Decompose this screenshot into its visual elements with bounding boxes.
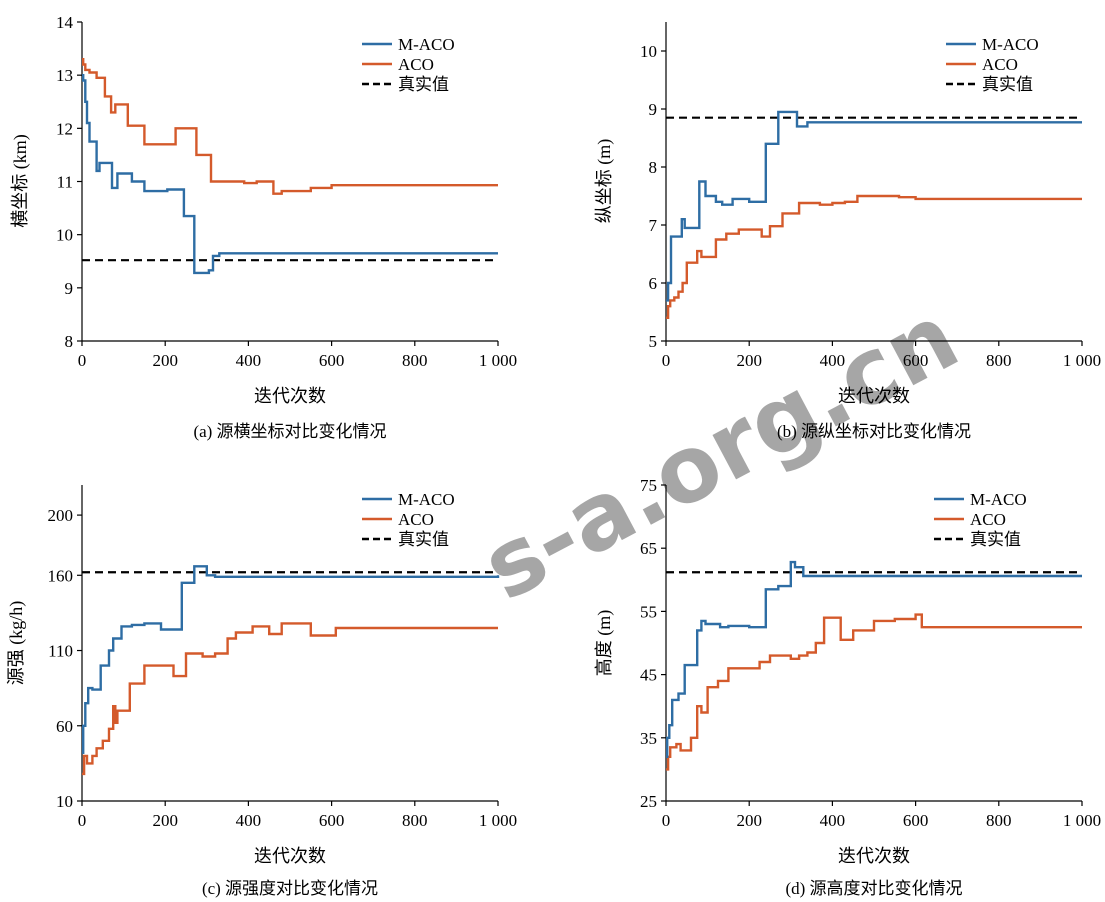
x-tick-label: 200 xyxy=(736,351,762,370)
x-tick-label: 1 000 xyxy=(479,811,517,830)
y-tick-label: 6 xyxy=(649,274,658,293)
panel-a-x-coordinate: 8 9 10 11 12 13 14 0 200 400 600 800 1 000 迭代次数 横坐标 (k… xyxy=(10,13,517,441)
y-tick-label: 200 xyxy=(48,506,74,525)
x-tick-label: 600 xyxy=(319,351,345,370)
x-tick-label: 1 000 xyxy=(479,351,517,370)
series-line-aco xyxy=(666,613,1082,771)
watermark-text: s-a.org.cn xyxy=(466,283,975,621)
y-axis-label: 纵坐标 (m) xyxy=(594,139,615,224)
x-tick-label: 0 xyxy=(78,811,87,830)
y-tick-label: 10 xyxy=(640,42,657,61)
x-tick-label: 200 xyxy=(152,351,178,370)
x-axis-label: 迭代次数 xyxy=(254,386,326,406)
x-tick-label: 1 000 xyxy=(1063,351,1101,370)
legend-label-true: 真实值 xyxy=(398,530,449,549)
panel-c-source-strength: 10 60 110 160 200 0 200 400 600 800 1 000 迭代次数 源强 (k… xyxy=(6,485,517,898)
x-tick-label: 600 xyxy=(903,811,929,830)
legend-label-true: 真实值 xyxy=(398,75,449,94)
chart-caption: (b) 源纵坐标对比变化情况 xyxy=(777,422,971,441)
legend-label-aco: ACO xyxy=(970,510,1006,529)
panel-b-y-coordinate: 5 6 7 8 9 10 0 200 400 600 800 1 000 迭代次数 纵坐标 (m) (b) … xyxy=(594,22,1101,441)
y-tick-label: 9 xyxy=(649,100,658,119)
x-tick-label: 0 xyxy=(78,351,87,370)
chart-caption: (a) 源横坐标对比变化情况 xyxy=(193,422,386,441)
y-tick-label: 8 xyxy=(65,332,74,351)
x-tick-label: 600 xyxy=(319,811,345,830)
y-tick-label: 45 xyxy=(640,666,657,685)
y-axis-label: 横坐标 (km) xyxy=(10,134,31,228)
y-tick-label: 12 xyxy=(56,119,73,138)
x-tick-label: 800 xyxy=(986,811,1012,830)
y-axis-label: 源强 (kg/h) xyxy=(6,601,27,686)
y-tick-label: 65 xyxy=(640,539,657,558)
x-tick-label: 400 xyxy=(820,811,846,830)
x-tick-label: 200 xyxy=(736,811,762,830)
legend-label-true: 真实值 xyxy=(970,530,1021,549)
y-tick-label: 160 xyxy=(48,566,74,585)
x-tick-label: 1 000 xyxy=(1063,811,1101,830)
watermark: s-a.org.cn xyxy=(466,283,975,621)
x-tick-label: 400 xyxy=(820,351,846,370)
x-tick-label: 800 xyxy=(402,811,428,830)
series-line-aco xyxy=(82,58,498,195)
y-tick-label: 55 xyxy=(640,602,657,621)
legend-label-maco: M-ACO xyxy=(970,490,1027,509)
legend-label-aco: ACO xyxy=(982,55,1018,74)
x-axis-label: 迭代次数 xyxy=(838,846,910,866)
y-tick-label: 9 xyxy=(65,279,74,298)
x-tick-label: 800 xyxy=(986,351,1012,370)
y-tick-label: 10 xyxy=(56,792,73,811)
x-axis-label: 迭代次数 xyxy=(254,846,326,866)
y-tick-label: 110 xyxy=(48,642,73,661)
series-line-m-aco xyxy=(666,560,1082,758)
legend-label-maco: M-ACO xyxy=(398,490,455,509)
x-tick-label: 400 xyxy=(236,811,262,830)
y-tick-label: 14 xyxy=(56,13,74,32)
y-axis-label: 高度 (m) xyxy=(594,610,615,677)
legend-label-maco: M-ACO xyxy=(982,35,1039,54)
series-line-m-aco xyxy=(82,74,498,275)
y-tick-label: 75 xyxy=(640,476,657,495)
y-tick-label: 8 xyxy=(649,158,658,177)
x-tick-label: 400 xyxy=(236,351,262,370)
series-line-m-aco xyxy=(82,565,500,754)
y-tick-label: 25 xyxy=(640,792,657,811)
y-tick-label: 10 xyxy=(56,226,73,245)
legend-label-true: 真实值 xyxy=(982,75,1033,94)
y-tick-label: 60 xyxy=(56,717,73,736)
legend-label-aco: ACO xyxy=(398,510,434,529)
y-tick-label: 13 xyxy=(56,66,73,85)
x-tick-label: 800 xyxy=(402,351,428,370)
x-tick-label: 0 xyxy=(662,811,671,830)
legend-label-aco: ACO xyxy=(398,55,434,74)
series-line-aco xyxy=(666,194,1082,319)
x-tick-label: 0 xyxy=(662,351,671,370)
x-axis-label: 迭代次数 xyxy=(838,386,910,406)
series-line-aco xyxy=(82,622,498,776)
chart-caption: (d) 源高度对比变化情况 xyxy=(785,879,962,898)
y-tick-label: 35 xyxy=(640,729,657,748)
chart-caption: (c) 源强度对比变化情况 xyxy=(202,879,378,898)
y-tick-label: 11 xyxy=(57,173,73,192)
x-tick-label: 600 xyxy=(903,351,929,370)
panel-d-source-height: 25 35 45 55 65 75 0 200 400 600 800 1 000 迭代次数 高度 (m)… xyxy=(594,476,1101,898)
x-tick-label: 200 xyxy=(152,811,178,830)
y-tick-label: 7 xyxy=(649,216,658,235)
legend-label-maco: M-ACO xyxy=(398,35,455,54)
y-tick-label: 5 xyxy=(649,332,658,351)
series-line-m-aco xyxy=(666,110,1082,302)
